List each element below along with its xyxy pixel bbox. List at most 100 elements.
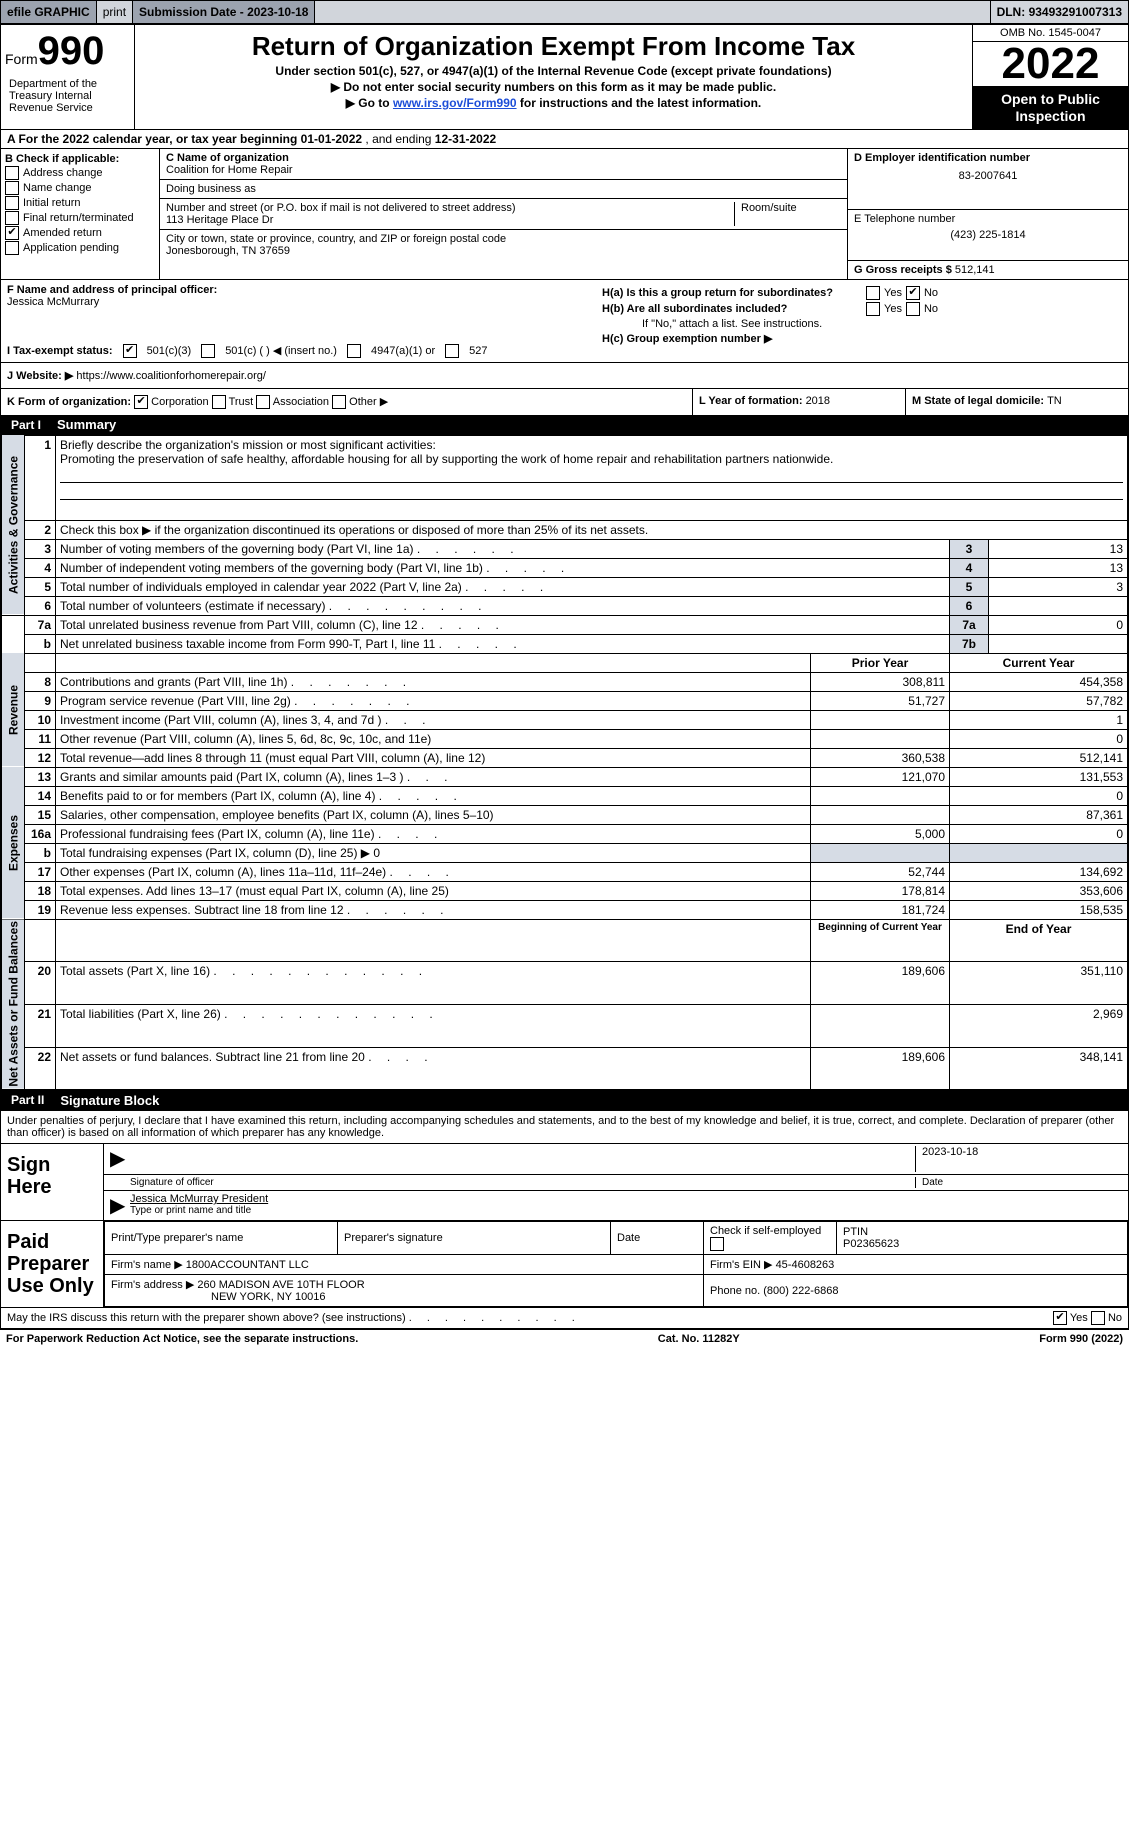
table-row: 12Total revenue—add lines 8 through 11 (… bbox=[2, 748, 1128, 767]
chk-corp[interactable] bbox=[134, 395, 148, 409]
form-number: Form990 bbox=[5, 29, 130, 74]
table-row: 16aProfessional fundraising fees (Part I… bbox=[2, 824, 1128, 843]
c-label: C Name of organization bbox=[166, 152, 841, 164]
b-label: B Check if applicable: bbox=[5, 153, 155, 165]
officer-name: Jessica McMurray President bbox=[130, 1193, 268, 1205]
chk-hb-no[interactable] bbox=[906, 302, 920, 316]
paid-preparer-label: Paid Preparer Use Only bbox=[1, 1221, 103, 1307]
org-name: Coalition for Home Repair bbox=[166, 164, 841, 176]
dba-label: Doing business as bbox=[166, 183, 841, 195]
state-domicile: TN bbox=[1047, 395, 1062, 407]
ha-label: H(a) Is this a group return for subordin… bbox=[602, 287, 862, 299]
hc-label: H(c) Group exemption number ▶ bbox=[602, 332, 772, 345]
chk-irs-no[interactable] bbox=[1091, 1311, 1105, 1325]
firm-name: 1800ACCOUNTANT LLC bbox=[186, 1259, 309, 1271]
table-row: Expenses13Grants and similar amounts pai… bbox=[2, 767, 1128, 786]
firm-addr1: 260 MADISON AVE 10TH FLOOR bbox=[197, 1279, 364, 1291]
hb-label: H(b) Are all subordinates included? bbox=[602, 303, 862, 315]
chk-self-employed[interactable] bbox=[710, 1237, 724, 1251]
phone-value: (423) 225-1814 bbox=[854, 229, 1122, 241]
instructions-link[interactable]: www.irs.gov/Form990 bbox=[393, 96, 517, 110]
sign-here-label: Sign Here bbox=[1, 1144, 103, 1220]
d-label: D Employer identification number bbox=[854, 152, 1122, 164]
subtitle-2: ▶ Do not enter social security numbers o… bbox=[139, 80, 968, 94]
hb-note: If "No," attach a list. See instructions… bbox=[642, 318, 822, 330]
submission-date-cell: Submission Date - 2023-10-18 bbox=[133, 1, 315, 23]
chk-initial-return[interactable] bbox=[5, 196, 19, 210]
table-row: 11Other revenue (Part VIII, column (A), … bbox=[2, 729, 1128, 748]
perjury-statement: Under penalties of perjury, I declare th… bbox=[1, 1111, 1128, 1143]
form-header: Form990 Department of the Treasury Inter… bbox=[1, 25, 1128, 129]
chk-trust[interactable] bbox=[212, 395, 226, 409]
table-row: 6 Total number of volunteers (estimate i… bbox=[2, 596, 1128, 615]
table-row: b Net unrelated business taxable income … bbox=[2, 634, 1128, 653]
table-row: 19Revenue less expenses. Subtract line 1… bbox=[2, 900, 1128, 919]
chk-address-change[interactable] bbox=[5, 166, 19, 180]
website-url: https://www.coalitionforhomerepair.org/ bbox=[76, 370, 266, 382]
chk-final-return[interactable] bbox=[5, 211, 19, 225]
ptin-value: P02365623 bbox=[843, 1238, 1121, 1250]
city-label: City or town, state or province, country… bbox=[166, 233, 841, 245]
city-value: Jonesborough, TN 37659 bbox=[166, 245, 841, 257]
table-row: 17Other expenses (Part IX, column (A), l… bbox=[2, 862, 1128, 881]
table-row: 10Investment income (Part VIII, column (… bbox=[2, 710, 1128, 729]
f-name: Jessica McMurrary bbox=[7, 296, 590, 308]
e-label: E Telephone number bbox=[854, 213, 1122, 225]
table-row: 14Benefits paid to or for members (Part … bbox=[2, 786, 1128, 805]
firm-addr2: NEW YORK, NY 10016 bbox=[211, 1291, 326, 1303]
preparer-table: Print/Type preparer's name Preparer's si… bbox=[104, 1221, 1128, 1307]
efile-label: efile GRAPHIC bbox=[1, 1, 97, 23]
chk-other[interactable] bbox=[332, 395, 346, 409]
chk-application-pending[interactable] bbox=[5, 241, 19, 255]
tab-expenses: Expenses bbox=[2, 767, 25, 919]
chk-assoc[interactable] bbox=[256, 395, 270, 409]
g-value: 512,141 bbox=[955, 264, 995, 276]
f-label: F Name and address of principal officer: bbox=[7, 284, 590, 296]
subtitle-3: ▶ Go to www.irs.gov/Form990 for instruct… bbox=[139, 96, 968, 110]
chk-501c3[interactable] bbox=[123, 344, 137, 358]
efile-text: efile GRAPHIC bbox=[7, 5, 90, 19]
table-row: 15Salaries, other compensation, employee… bbox=[2, 805, 1128, 824]
chk-hb-yes[interactable] bbox=[866, 302, 880, 316]
open-to-public: Open to PublicInspection bbox=[973, 87, 1128, 129]
tab-activities: Activities & Governance bbox=[2, 435, 25, 615]
top-toolbar: efile GRAPHIC print Submission Date - 20… bbox=[0, 0, 1129, 24]
i-label: I Tax-exempt status: bbox=[7, 345, 113, 357]
addr-value: 113 Heritage Place Dr bbox=[166, 214, 734, 226]
chk-amended-return[interactable] bbox=[5, 226, 19, 240]
chk-ha-yes[interactable] bbox=[866, 286, 880, 300]
row-j-website: J Website: ▶ https://www.coalitionforhom… bbox=[1, 362, 1128, 388]
form-title: Return of Organization Exempt From Incom… bbox=[139, 31, 968, 62]
table-row: 7a Total unrelated business revenue from… bbox=[2, 615, 1128, 634]
part-i-header: Part I Summary bbox=[1, 415, 1128, 435]
table-row: 22Net assets or fund balances. Subtract … bbox=[2, 1047, 1128, 1090]
table-row: 3 Number of voting members of the govern… bbox=[2, 539, 1128, 558]
g-label: G Gross receipts $ bbox=[854, 264, 955, 276]
chk-527[interactable] bbox=[445, 344, 459, 358]
firm-phone: (800) 222-6868 bbox=[763, 1285, 838, 1297]
chk-ha-no[interactable] bbox=[906, 286, 920, 300]
sig-date: 2023-10-18 bbox=[915, 1146, 1122, 1172]
print-button[interactable]: print bbox=[97, 1, 133, 23]
room-label: Room/suite bbox=[741, 202, 841, 214]
tax-year: 2022 bbox=[973, 42, 1128, 87]
section-b-c-d: B Check if applicable: Address change Na… bbox=[1, 148, 1128, 279]
tab-revenue: Revenue bbox=[2, 653, 25, 767]
table-row: 4 Number of independent voting members o… bbox=[2, 558, 1128, 577]
chk-4947[interactable] bbox=[347, 344, 361, 358]
table-row: bTotal fundraising expenses (Part IX, co… bbox=[2, 843, 1128, 862]
part-ii-header: Part II Signature Block bbox=[1, 1090, 1128, 1110]
chk-name-change[interactable] bbox=[5, 181, 19, 195]
dln-cell: DLN: 93493291007313 bbox=[990, 1, 1128, 23]
table-row: 5 Total number of individuals employed i… bbox=[2, 577, 1128, 596]
table-row: 8Contributions and grants (Part VIII, li… bbox=[2, 672, 1128, 691]
chk-irs-yes[interactable] bbox=[1053, 1311, 1067, 1325]
chk-501c-other[interactable] bbox=[201, 344, 215, 358]
table-row: 9Program service revenue (Part VIII, lin… bbox=[2, 691, 1128, 710]
summary-table: Activities & Governance 1 Briefly descri… bbox=[1, 435, 1128, 1091]
page-footer: For Paperwork Reduction Act Notice, see … bbox=[0, 1329, 1129, 1348]
ein-value: 83-2007641 bbox=[854, 170, 1122, 182]
row-f-h: F Name and address of principal officer:… bbox=[1, 279, 1128, 362]
table-row: 18Total expenses. Add lines 13–17 (must … bbox=[2, 881, 1128, 900]
row-k-l-m: K Form of organization: Corporation Trus… bbox=[1, 388, 1128, 415]
